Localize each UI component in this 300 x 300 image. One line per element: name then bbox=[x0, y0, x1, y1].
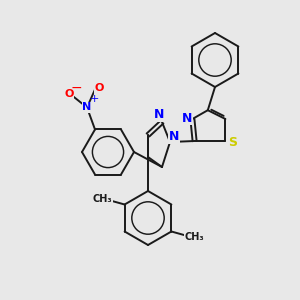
Text: +: + bbox=[89, 94, 99, 104]
Text: N: N bbox=[154, 109, 164, 122]
Text: CH₃: CH₃ bbox=[93, 194, 112, 205]
Text: CH₃: CH₃ bbox=[184, 232, 204, 242]
Text: N: N bbox=[82, 103, 91, 112]
Text: −: − bbox=[70, 80, 82, 94]
Text: N: N bbox=[169, 130, 179, 143]
Text: O: O bbox=[64, 89, 74, 100]
Text: S: S bbox=[228, 136, 237, 148]
Text: O: O bbox=[94, 83, 104, 94]
Text: N: N bbox=[182, 112, 193, 124]
